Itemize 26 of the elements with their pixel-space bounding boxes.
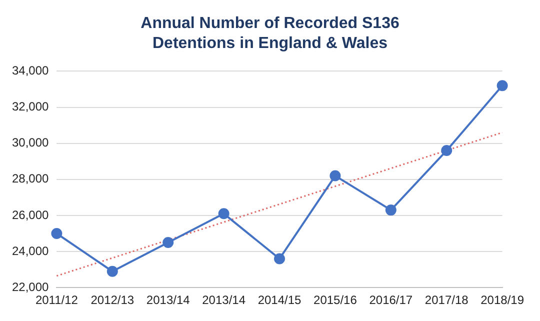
point	[441, 145, 452, 156]
y-tick-label: 26,000	[12, 208, 50, 222]
point	[51, 228, 62, 239]
y-tick-label: 28,000	[12, 172, 50, 186]
x-tick-label: 2018/19	[480, 293, 524, 308]
chart-title: Annual Number of Recorded S136 Detentions in England & Wales	[140, 14, 400, 54]
point	[385, 204, 396, 216]
y-tick-label: 30,000	[12, 136, 50, 150]
x-tick-label: 2014/15	[258, 293, 302, 308]
x-tick-label: 2013/14	[202, 293, 246, 308]
x-tick-label: 2011/12	[35, 293, 78, 308]
point	[330, 170, 341, 182]
point	[496, 80, 508, 92]
x-tick-label: 2017/18	[424, 293, 469, 308]
point	[106, 266, 118, 277]
y-tick-label: 34,000	[12, 64, 50, 78]
x-tick-label: 2013/14	[146, 293, 190, 308]
x-tick-label: 2015/16	[314, 293, 358, 308]
x-tick-label: 2016/17	[369, 293, 413, 308]
point	[162, 237, 174, 248]
point	[218, 208, 230, 220]
point	[274, 253, 286, 264]
y-tick-label: 24,000	[12, 244, 50, 258]
y-tick-label: 22,000	[12, 280, 50, 294]
y-tick-label: 32,000	[12, 100, 50, 114]
x-tick-label: 2012/13	[90, 293, 134, 308]
